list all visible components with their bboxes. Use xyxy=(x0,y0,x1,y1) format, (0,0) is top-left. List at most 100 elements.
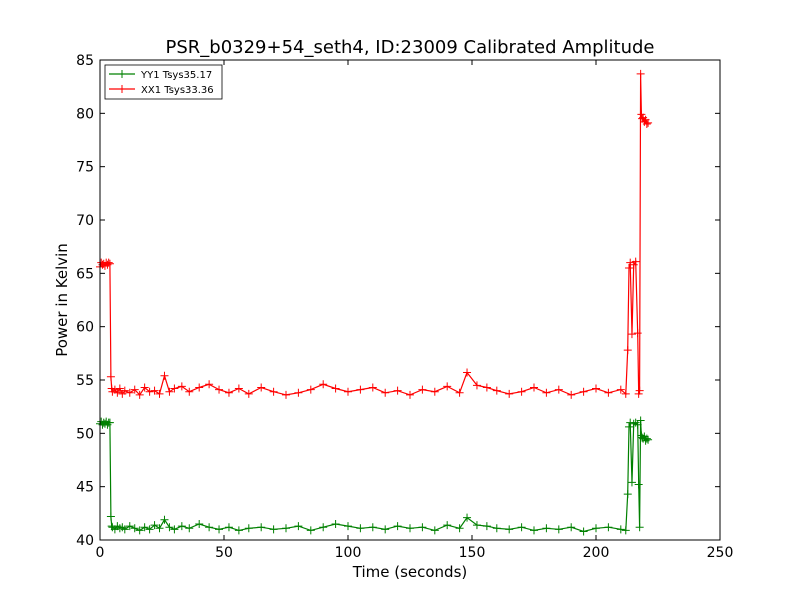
data-point xyxy=(621,526,630,535)
data-point xyxy=(135,526,144,535)
y-tick-label: 65 xyxy=(76,266,94,282)
data-point xyxy=(356,524,365,533)
data-point xyxy=(177,382,186,391)
data-point xyxy=(633,420,642,429)
data-point xyxy=(635,523,644,532)
data-point xyxy=(150,386,159,395)
data-point xyxy=(579,387,588,396)
data-point xyxy=(106,512,115,521)
data-point xyxy=(368,523,377,532)
data-point xyxy=(530,526,538,535)
data-point xyxy=(125,388,134,397)
data-point xyxy=(627,478,636,487)
data-point xyxy=(517,387,526,396)
data-point xyxy=(140,523,149,532)
data-point xyxy=(170,384,179,393)
data-point xyxy=(492,386,501,395)
data-point xyxy=(120,525,129,534)
data-point xyxy=(634,389,643,398)
data-point xyxy=(306,385,315,394)
data-point xyxy=(637,110,646,119)
data-point xyxy=(155,389,164,398)
axis-ticks: 0 50 100 150 200 250 40 45 50 55 60 65 70 75 80 85 xyxy=(76,53,733,561)
data-point xyxy=(145,387,154,396)
x-tick-label: 150 xyxy=(459,545,486,561)
data-point xyxy=(492,524,501,533)
legend-marker xyxy=(118,70,126,78)
series-line xyxy=(99,73,649,396)
data-point xyxy=(140,383,149,392)
data-point xyxy=(393,386,402,395)
data-point xyxy=(542,388,551,397)
data-point xyxy=(482,522,491,531)
data-point xyxy=(623,490,632,499)
plot-frame xyxy=(99,59,721,541)
data-point xyxy=(381,525,390,534)
data-point xyxy=(626,258,635,267)
data-point xyxy=(257,383,266,392)
data-point xyxy=(165,387,174,396)
data-point xyxy=(604,523,613,532)
data-point xyxy=(205,523,214,532)
data-point xyxy=(592,524,600,533)
data-point xyxy=(627,330,636,339)
data-point xyxy=(234,526,243,535)
data-point xyxy=(631,257,640,266)
data-point xyxy=(636,416,645,425)
data-point xyxy=(130,385,139,394)
y-tick-label: 45 xyxy=(76,480,94,496)
legend-label: YY1 Tsys35.17 xyxy=(140,70,212,81)
legend: YY1 Tsys35.17 XX1 Tsys33.36 xyxy=(104,64,223,100)
data-point xyxy=(505,525,514,534)
legend-box xyxy=(104,64,223,100)
data-point xyxy=(430,387,439,396)
data-point xyxy=(631,418,640,427)
data-point xyxy=(644,118,653,127)
data-point xyxy=(634,480,643,489)
data-point xyxy=(195,520,204,528)
data-point xyxy=(215,525,224,534)
y-tick-label: 85 xyxy=(76,53,94,69)
x-tick-label: 200 xyxy=(583,545,610,561)
data-point xyxy=(636,69,645,78)
data-point xyxy=(472,381,481,390)
series-1 xyxy=(96,416,653,536)
data-point xyxy=(257,523,266,532)
data-point xyxy=(282,390,290,399)
x-tick-label: 250 xyxy=(707,545,734,561)
data-point xyxy=(567,523,576,532)
data-point xyxy=(244,524,253,533)
data-point xyxy=(155,524,164,533)
data-point xyxy=(160,515,169,524)
data-point xyxy=(135,390,144,399)
data-point xyxy=(635,386,644,395)
data-point xyxy=(629,260,638,269)
data-point xyxy=(244,389,253,398)
data-point xyxy=(215,385,224,394)
data-point xyxy=(294,522,303,531)
data-point xyxy=(642,120,651,128)
data-point xyxy=(115,384,124,393)
data-point xyxy=(269,387,278,396)
data-point xyxy=(592,384,600,393)
data-point xyxy=(113,388,122,397)
data-point xyxy=(616,525,625,534)
chart-title: PSR_b0329+54_seth4, ID:23009 Calibrated … xyxy=(165,37,654,58)
series-2 xyxy=(96,69,653,399)
data-point xyxy=(306,526,315,535)
data-point xyxy=(294,388,303,397)
data-point xyxy=(177,522,186,531)
data-point xyxy=(224,388,233,397)
data-point xyxy=(150,521,159,530)
data-point xyxy=(381,388,390,397)
data-point xyxy=(105,259,114,268)
data-point xyxy=(505,389,514,398)
data-point xyxy=(430,526,439,535)
data-point xyxy=(530,383,538,392)
data-point xyxy=(393,522,402,531)
data-point xyxy=(554,525,563,534)
data-point xyxy=(443,382,452,391)
y-axis-label: Power in Kelvin xyxy=(53,243,71,357)
data-point xyxy=(368,383,377,392)
